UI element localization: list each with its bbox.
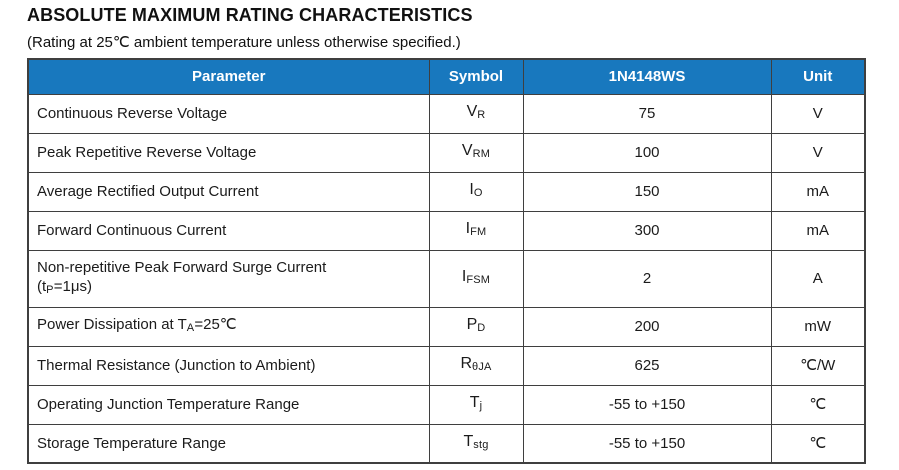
parameter-cell: Storage Temperature Range [27,423,430,464]
table-body: Continuous Reverse Voltage VR 75 V Peak Repe… [27,93,866,464]
value-cell: -55 to +150 [522,423,772,464]
table-header-row: Parameter Symbol 1N4148WS Unit [27,58,866,95]
table-row: Average Rectified Output Current IO 150 mA [27,171,866,212]
symbol-cell: IFM [428,210,524,251]
value-cell: 75 [522,93,772,134]
text-segment: Forward Continuous Current [37,222,227,239]
text-segment: =1μs) [53,277,92,295]
parameter-cell: Operating Junction Temperature Range [27,384,430,425]
text-segment: Thermal Resistance (Junction to Ambient) [37,357,316,374]
table-row: Forward Continuous Current IFM 300 mA [27,210,866,251]
column-header-unit: Unit [770,58,866,95]
symbol-subscript: A [186,322,195,334]
table-row: Power Dissipation at TA=25℃ PD 200 mW [27,306,866,347]
text-segment: I [465,220,471,237]
symbol-subscript: j [479,400,483,412]
parameter-cell: Forward Continuous Current [27,210,430,251]
table-row: Continuous Reverse Voltage VR 75 V [27,93,866,134]
text-segment: P [466,316,478,333]
value-cell: 150 [522,171,772,212]
value-cell: 2 [522,249,772,308]
column-header-symbol: Symbol [428,58,524,95]
value-cell: 100 [522,132,772,173]
symbol-subscript: FM [470,226,487,238]
text-segment: T [469,394,480,411]
text-segment: V [466,103,478,120]
symbol-subscript: θJA [472,361,492,373]
symbol-cell: PD [428,306,524,347]
parameter-cell: Peak Repetitive Reverse Voltage [27,132,430,173]
parameter-cell: Continuous Reverse Voltage [27,93,430,134]
value-cell: 300 [522,210,772,251]
symbol-cell: VRM [428,132,524,173]
unit-cell: mW [770,306,866,347]
parameter-cell: Power Dissipation at TA=25℃ [27,306,430,347]
symbol-subscript: D [477,322,486,334]
page-title: ABSOLUTE MAXIMUM RATING CHARACTERISTICS [27,5,473,25]
unit-cell: mA [770,171,866,212]
symbol-cell: RθJA [428,345,524,386]
column-header-parameter: Parameter [27,58,430,95]
text-segment: Power Dissipation at T [37,316,187,333]
text-segment: I [461,268,467,285]
text-segment: R [460,355,472,372]
text-segment: Operating Junction Temperature Range [37,396,300,413]
symbol-subscript: R [477,109,486,121]
unit-cell: A [770,249,866,308]
table-row: Non-repetitive Peak Forward Surge Curren… [27,249,866,308]
value-cell: 625 [522,345,772,386]
symbol-cell: IFSM [428,249,524,308]
symbol-subscript: P [46,283,54,296]
symbol-subscript: RM [472,148,491,160]
text-segment: =25℃ [194,316,237,333]
text-segment: Non-repetitive Peak Forward Surge Curren… [37,258,327,276]
symbol-subscript: stg [473,438,489,451]
text-segment: (t [37,277,47,295]
parameter-cell: Thermal Resistance (Junction to Ambient) [27,345,430,386]
symbol-cell: IO [428,171,524,212]
page-subtitle: (Rating at 25℃ ambient temperature unles… [27,34,461,51]
unit-cell: V [770,93,866,134]
text-segment: I [469,181,474,198]
symbol-subscript: FSM [466,274,491,286]
parameter-cell: Non-repetitive Peak Forward Surge Curren… [27,249,430,308]
unit-cell: ℃ [770,423,866,464]
table-row: Thermal Resistance (Junction to Ambient)… [27,345,866,386]
value-cell: -55 to +150 [522,384,772,425]
table-row: Storage Temperature Range Tstg -55 to +150… [27,423,866,464]
unit-cell: ℃/W [770,345,866,386]
symbol-subscript: O [473,187,483,199]
symbol-cell: Tstg [428,423,524,464]
value-cell: 200 [522,306,772,347]
table-row: Operating Junction Temperature Range Tj -5… [27,384,866,425]
unit-cell: mA [770,210,866,251]
unit-cell: ℃ [770,384,866,425]
parameter-cell: Average Rectified Output Current [27,171,430,212]
unit-cell: V [770,132,866,173]
column-header-part-number: 1N4148WS [522,58,772,95]
text-segment: V [461,142,473,159]
text-segment: Storage Temperature Range [37,434,227,452]
text-segment: Continuous Reverse Voltage [37,105,228,122]
text-segment: T [463,432,474,450]
rating-table: Parameter Symbol 1N4148WS Unit Continuou… [27,58,866,464]
text-segment: Peak Repetitive Reverse Voltage [37,144,257,161]
symbol-cell: VR [428,93,524,134]
symbol-cell: Tj [428,384,524,425]
table-row: Peak Repetitive Reverse Voltage VRM 100 V [27,132,866,173]
text-segment: Average Rectified Output Current [37,183,259,200]
